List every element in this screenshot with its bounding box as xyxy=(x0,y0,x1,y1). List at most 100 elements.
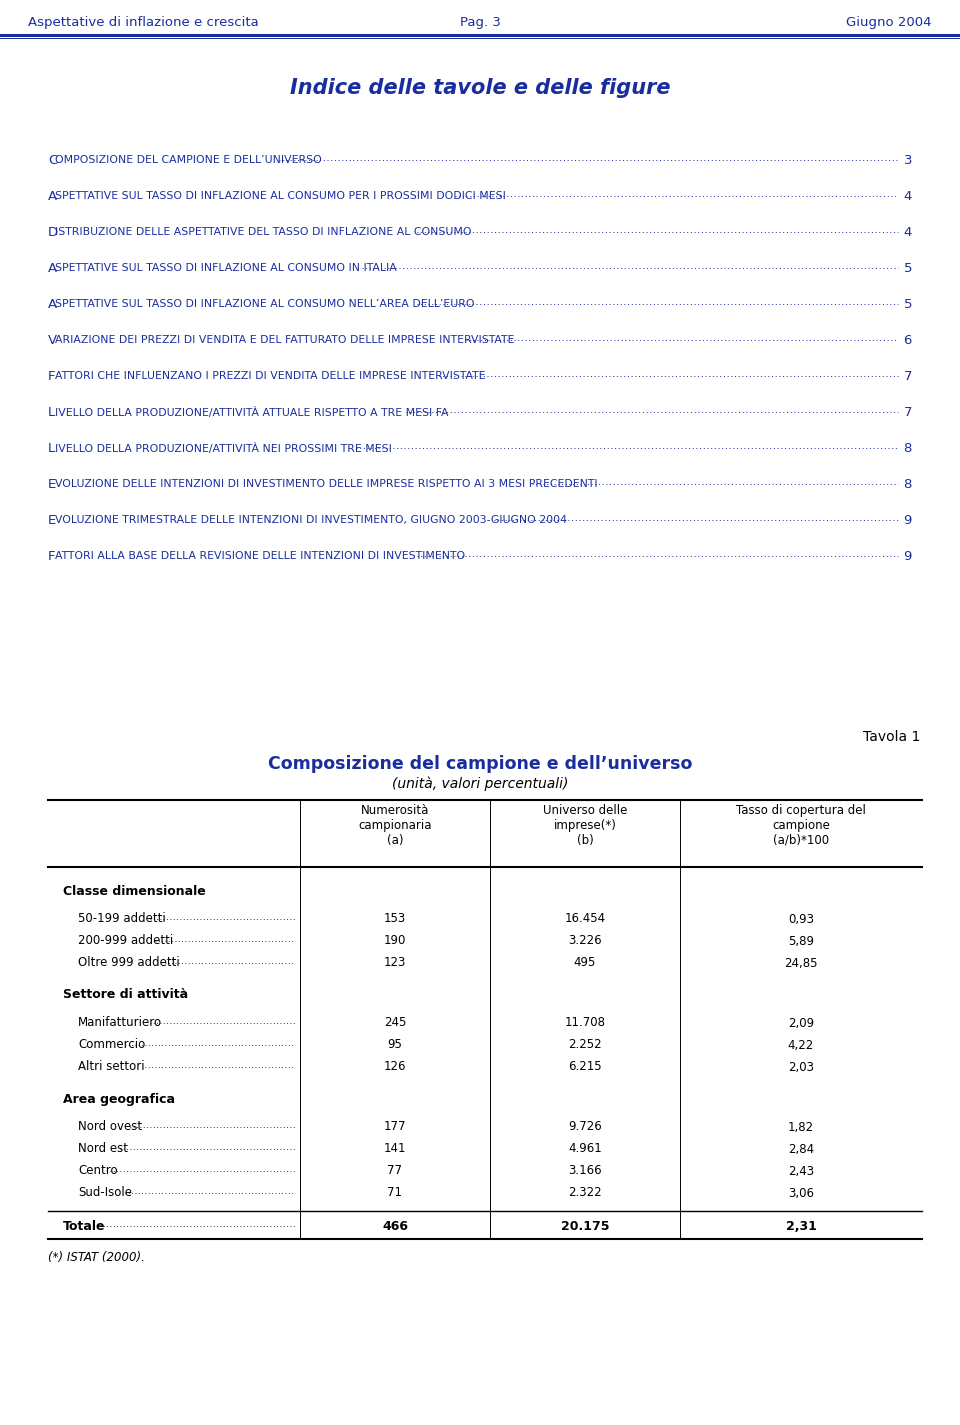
Text: D: D xyxy=(48,225,59,238)
Text: Tasso di copertura del: Tasso di copertura del xyxy=(736,804,866,817)
Text: 4,22: 4,22 xyxy=(788,1039,814,1052)
Text: Totale: Totale xyxy=(63,1220,106,1233)
Text: Tavola 1: Tavola 1 xyxy=(863,730,920,744)
Text: 50-199 addetti: 50-199 addetti xyxy=(78,912,166,925)
Text: 153: 153 xyxy=(384,912,406,925)
Text: Manifatturiero: Manifatturiero xyxy=(78,1016,162,1029)
Text: 9: 9 xyxy=(903,550,912,563)
Text: C: C xyxy=(48,154,58,167)
Text: campione: campione xyxy=(772,818,830,832)
Text: VOLUZIONE TRIMESTRALE DELLE INTENZIONI DI INVESTIMENTO, GIUGNO 2003-GIUGNO 2004: VOLUZIONE TRIMESTRALE DELLE INTENZIONI D… xyxy=(56,514,567,524)
Text: 95: 95 xyxy=(388,1039,402,1052)
Text: 9.726: 9.726 xyxy=(568,1120,602,1133)
Text: Pag. 3: Pag. 3 xyxy=(460,16,500,28)
Text: 2,03: 2,03 xyxy=(788,1060,814,1073)
Text: (unità, valori percentuali): (unità, valori percentuali) xyxy=(392,777,568,791)
Text: 141: 141 xyxy=(384,1143,406,1156)
Text: 2.252: 2.252 xyxy=(568,1039,602,1052)
Text: Settore di attività: Settore di attività xyxy=(63,989,188,1002)
Text: F: F xyxy=(48,550,56,563)
Text: 24,85: 24,85 xyxy=(784,956,818,969)
Text: campionaria: campionaria xyxy=(358,818,432,832)
Text: 2,09: 2,09 xyxy=(788,1016,814,1029)
Text: L: L xyxy=(48,406,56,419)
Text: E: E xyxy=(48,477,57,490)
Text: ARIAZIONE DEI PREZZI DI VENDITA E DEL FATTURATO DELLE IMPRESE INTERVISTATE: ARIAZIONE DEI PREZZI DI VENDITA E DEL FA… xyxy=(56,335,515,345)
Text: 1,82: 1,82 xyxy=(788,1120,814,1133)
Text: 7: 7 xyxy=(903,369,912,382)
Text: 3.226: 3.226 xyxy=(568,935,602,948)
Text: A: A xyxy=(48,262,58,275)
Text: 5: 5 xyxy=(903,298,912,311)
Text: IVELLO DELLA PRODUZIONE/ATTIVITÀ ATTUALE RISPETTO A TRE MESI FA: IVELLO DELLA PRODUZIONE/ATTIVITÀ ATTUALE… xyxy=(56,406,448,418)
Text: Centro: Centro xyxy=(78,1164,118,1177)
Text: 71: 71 xyxy=(388,1187,402,1200)
Text: 3.166: 3.166 xyxy=(568,1164,602,1177)
Text: 466: 466 xyxy=(382,1220,408,1233)
Text: 8: 8 xyxy=(903,442,912,455)
Text: 245: 245 xyxy=(384,1016,406,1029)
Text: 9: 9 xyxy=(903,513,912,526)
Text: 6: 6 xyxy=(903,333,912,346)
Text: Area geografica: Area geografica xyxy=(63,1093,175,1106)
Text: 20.175: 20.175 xyxy=(561,1220,610,1233)
Text: 190: 190 xyxy=(384,935,406,948)
Text: 4: 4 xyxy=(903,190,912,202)
Text: 4.961: 4.961 xyxy=(568,1143,602,1156)
Text: Commercio: Commercio xyxy=(78,1039,145,1052)
Text: ATTORI ALLA BASE DELLA REVISIONE DELLE INTENZIONI DI INVESTIMENTO: ATTORI ALLA BASE DELLA REVISIONE DELLE I… xyxy=(56,551,466,561)
Text: (b): (b) xyxy=(577,834,593,846)
Text: OMPOSIZIONE DEL CAMPIONE E DELL’UNIVERSO: OMPOSIZIONE DEL CAMPIONE E DELL’UNIVERSO xyxy=(56,155,322,165)
Text: Indice delle tavole e delle figure: Indice delle tavole e delle figure xyxy=(290,78,670,98)
Text: 6.215: 6.215 xyxy=(568,1060,602,1073)
Text: Sud-Isole: Sud-Isole xyxy=(78,1187,132,1200)
Text: (*) ISTAT (2000).: (*) ISTAT (2000). xyxy=(48,1251,145,1264)
Text: V: V xyxy=(48,333,58,346)
Text: 2.322: 2.322 xyxy=(568,1187,602,1200)
Text: E: E xyxy=(48,513,57,526)
Text: ATTORI CHE INFLUENZANO I PREZZI DI VENDITA DELLE IMPRESE INTERVISTATE: ATTORI CHE INFLUENZANO I PREZZI DI VENDI… xyxy=(56,370,486,380)
Text: SPETTATIVE SUL TASSO DI INFLAZIONE AL CONSUMO PER I PROSSIMI DODICI MESI: SPETTATIVE SUL TASSO DI INFLAZIONE AL CO… xyxy=(56,191,506,201)
Text: 495: 495 xyxy=(574,956,596,969)
Text: SPETTATIVE SUL TASSO DI INFLAZIONE AL CONSUMO NELL’AREA DELL’EURO: SPETTATIVE SUL TASSO DI INFLAZIONE AL CO… xyxy=(56,299,474,309)
Text: Aspettative di inflazione e crescita: Aspettative di inflazione e crescita xyxy=(28,16,259,28)
Text: 16.454: 16.454 xyxy=(564,912,606,925)
Text: 2,84: 2,84 xyxy=(788,1143,814,1156)
Text: IVELLO DELLA PRODUZIONE/ATTIVITÀ NEI PROSSIMI TRE MESI: IVELLO DELLA PRODUZIONE/ATTIVITÀ NEI PRO… xyxy=(56,443,392,453)
Text: imprese(*): imprese(*) xyxy=(554,818,616,832)
Text: (a): (a) xyxy=(387,834,403,846)
Text: (a/b)*100: (a/b)*100 xyxy=(773,834,829,846)
Text: VOLUZIONE DELLE INTENZIONI DI INVESTIMENTO DELLE IMPRESE RISPETTO AI 3 MESI PREC: VOLUZIONE DELLE INTENZIONI DI INVESTIMEN… xyxy=(56,479,598,489)
Text: A: A xyxy=(48,190,58,202)
Text: Nord ovest: Nord ovest xyxy=(78,1120,142,1133)
Text: 2,31: 2,31 xyxy=(785,1220,816,1233)
Text: SPETTATIVE SUL TASSO DI INFLAZIONE AL CONSUMO IN ITALIA: SPETTATIVE SUL TASSO DI INFLAZIONE AL CO… xyxy=(56,264,396,274)
Text: F: F xyxy=(48,369,56,382)
Text: Nord est: Nord est xyxy=(78,1143,128,1156)
Text: Classe dimensionale: Classe dimensionale xyxy=(63,885,205,898)
Text: 8: 8 xyxy=(903,477,912,490)
Text: 5,89: 5,89 xyxy=(788,935,814,948)
Text: 2,43: 2,43 xyxy=(788,1164,814,1177)
Text: 123: 123 xyxy=(384,956,406,969)
Text: 77: 77 xyxy=(388,1164,402,1177)
Text: 11.708: 11.708 xyxy=(564,1016,606,1029)
Text: 5: 5 xyxy=(903,262,912,275)
Text: Composizione del campione e dell’universo: Composizione del campione e dell’univers… xyxy=(268,755,692,772)
Text: 126: 126 xyxy=(384,1060,406,1073)
Text: 0,93: 0,93 xyxy=(788,912,814,925)
Text: Giugno 2004: Giugno 2004 xyxy=(847,16,932,28)
Text: A: A xyxy=(48,298,58,311)
Text: Universo delle: Universo delle xyxy=(542,804,627,817)
Text: ISTRIBUZIONE DELLE ASPETTATIVE DEL TASSO DI INFLAZIONE AL CONSUMO: ISTRIBUZIONE DELLE ASPETTATIVE DEL TASSO… xyxy=(56,227,471,237)
Text: L: L xyxy=(48,442,56,455)
Text: 3: 3 xyxy=(903,154,912,167)
Text: Numerosità: Numerosità xyxy=(361,804,429,817)
Text: 7: 7 xyxy=(903,406,912,419)
Text: 3,06: 3,06 xyxy=(788,1187,814,1200)
Text: 4: 4 xyxy=(903,225,912,238)
Text: Altri settori: Altri settori xyxy=(78,1060,145,1073)
Text: 177: 177 xyxy=(384,1120,406,1133)
Text: 200-999 addetti: 200-999 addetti xyxy=(78,935,173,948)
Text: Oltre 999 addetti: Oltre 999 addetti xyxy=(78,956,180,969)
